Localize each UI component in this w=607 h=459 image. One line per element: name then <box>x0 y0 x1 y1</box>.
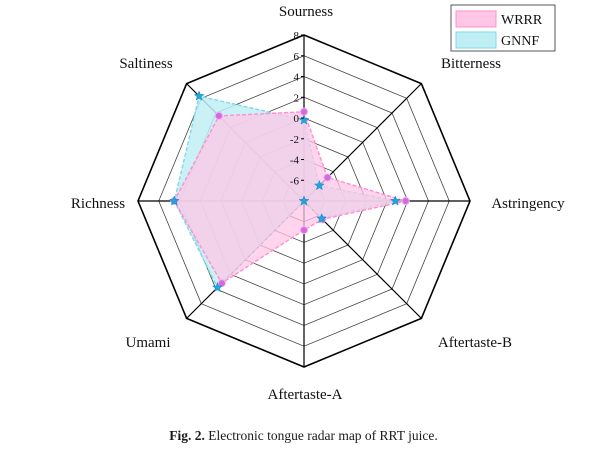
data-point-gnnf <box>389 195 401 206</box>
tick-label: 8 <box>294 30 300 42</box>
axis-label-umami: Umami <box>126 335 171 351</box>
tick-label: 0 <box>294 113 300 125</box>
axis-label-aftertaste-b: Aftertaste-B <box>438 335 512 351</box>
tick-label: 4 <box>294 72 300 84</box>
legend-label-wrrr: WRRR <box>501 13 543 28</box>
legend-swatch-wrrr <box>455 10 497 28</box>
legend-swatch-gnnf <box>455 31 497 49</box>
radial-ticks: -6 -4 -2 0 2 4 6 8 <box>290 30 304 187</box>
axis-label-bitterness: Bitterness <box>441 56 501 72</box>
figure-caption: Fig. 2. Electronic tongue radar map of R… <box>0 428 607 444</box>
data-point-gnnf <box>212 281 223 293</box>
axis-label-richness: Richness <box>71 196 125 212</box>
data-point-gnnf <box>298 195 310 206</box>
axis-label-astringency: Astringency <box>491 196 565 212</box>
legend: WRRR GNNF <box>450 4 556 52</box>
data-point-gnnf <box>316 212 328 224</box>
data-point-wrrr <box>401 196 410 206</box>
data-point-wrrr <box>214 111 223 120</box>
data-point-gnnf <box>193 90 205 101</box>
axis-label-saltiness: Saltiness <box>119 56 172 72</box>
data-point-wrrr <box>323 173 332 182</box>
tick-label: 6 <box>294 51 300 63</box>
data-point-wrrr <box>299 107 309 116</box>
legend-label-gnnf: GNNF <box>501 34 539 49</box>
tick-label: -4 <box>290 155 300 167</box>
data-point-gnnf <box>313 179 325 191</box>
caption-label: Fig. 2. <box>169 428 205 443</box>
data-point-wrrr <box>217 279 226 288</box>
data-point-wrrr <box>299 225 309 235</box>
axis-label-sourness: Sourness <box>279 4 333 20</box>
radar-series <box>168 90 410 293</box>
data-point-gnnf <box>298 114 310 125</box>
tick-label: -2 <box>290 134 299 146</box>
axis-labels: Sourness Bitterness Astringency Aftertaste-… <box>71 4 565 403</box>
axis-label-aftertaste-a: Aftertaste-A <box>268 387 343 403</box>
tick-label: 2 <box>294 92 300 104</box>
data-point-gnnf <box>168 195 180 206</box>
tick-label: -6 <box>290 175 300 187</box>
caption-text: Electronic tongue radar map of RRT juice… <box>208 428 438 443</box>
